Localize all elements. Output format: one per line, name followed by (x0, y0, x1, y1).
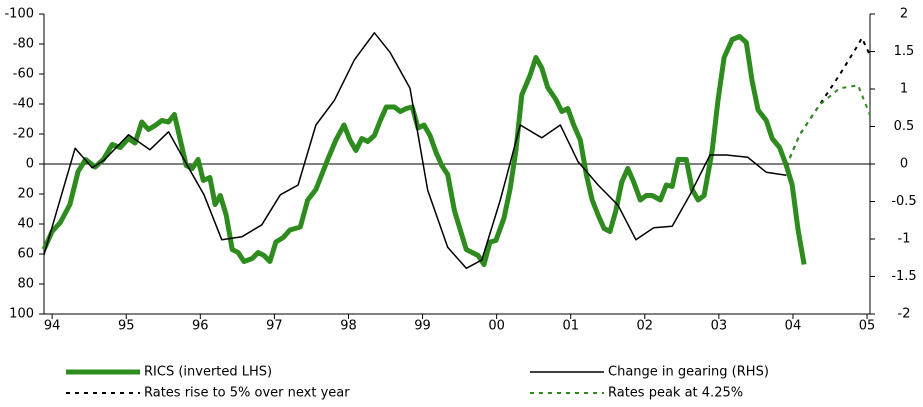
x-tick-label: 95 (118, 319, 135, 334)
y2-tick-label: -0.5 (891, 194, 916, 209)
x-tick-label: 03 (711, 319, 728, 334)
y-tick-label: 100 (9, 307, 34, 322)
y-tick-label: 80 (17, 277, 34, 292)
y-tick-label: -20 (13, 127, 34, 142)
legend-label: Rates peak at 4.25% (608, 386, 743, 401)
y-tick-label: -80 (13, 37, 34, 52)
legend-label: Rates rise to 5% over next year (144, 386, 350, 401)
x-tick-label: 01 (562, 319, 579, 334)
x-tick-label: 98 (340, 319, 357, 334)
series-line (43, 32, 787, 270)
y2-tick-label: 1.5 (894, 44, 915, 59)
series-line (41, 34, 807, 267)
y-tick-label: 60 (17, 247, 34, 262)
x-tick-label: 97 (266, 319, 283, 334)
legend-label: RICS (inverted LHS) (144, 365, 272, 380)
y-tick-label: -60 (13, 67, 34, 82)
y2-tick-label: -1.5 (891, 269, 916, 284)
x-tick-label: 05 (859, 319, 876, 334)
y2-tick-label: 0 (900, 157, 908, 172)
x-tick-label: 02 (637, 319, 654, 334)
y-tick-label: 0 (26, 157, 34, 172)
y-tick-label: -100 (4, 7, 34, 22)
x-tick-label: 04 (785, 319, 802, 334)
series-line (785, 84, 871, 167)
y2-tick-label: 0.5 (894, 119, 915, 134)
y2-tick-label: 2 (900, 7, 908, 22)
legend-label: Change in gearing (RHS) (608, 365, 769, 380)
x-tick-label: 99 (414, 319, 431, 334)
y2-tick-label: 1 (900, 82, 908, 97)
x-tick-label: 94 (44, 319, 61, 334)
y2-tick-label: -2 (898, 307, 911, 322)
y-tick-label: 40 (17, 217, 34, 232)
series-line (785, 37, 871, 167)
y2-tick-label: -1 (898, 232, 911, 247)
y-tick-label: -40 (13, 97, 34, 112)
x-tick-label: 00 (488, 319, 505, 334)
y-tick-label: 20 (17, 187, 34, 202)
x-tick-label: 96 (192, 319, 209, 334)
